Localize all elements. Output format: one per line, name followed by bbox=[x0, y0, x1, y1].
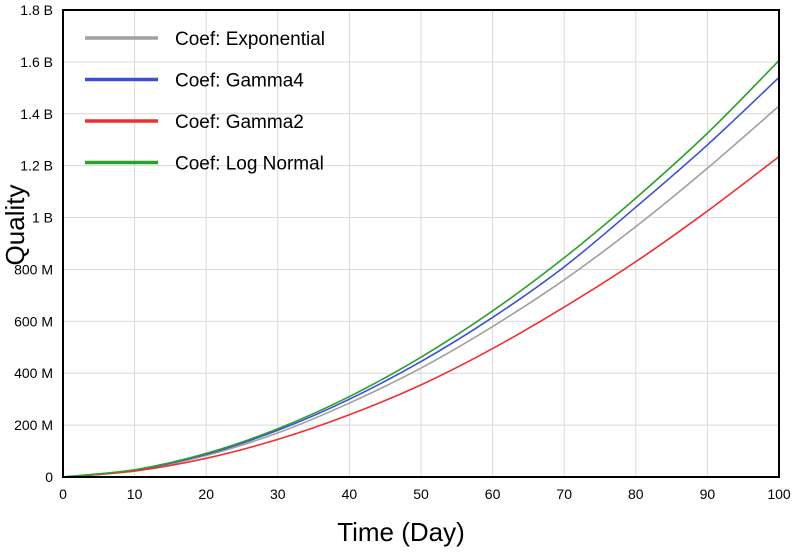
grid-lines bbox=[63, 10, 779, 477]
series-lines bbox=[62, 60, 780, 478]
x-tick-label: 40 bbox=[342, 486, 358, 502]
plot-frame bbox=[62, 9, 780, 478]
y-tick-label: 1.4 B bbox=[20, 106, 53, 122]
x-tick-label: 10 bbox=[127, 486, 143, 502]
legend-label: Coef: Gamma4 bbox=[175, 71, 304, 92]
y-tick-label: 800 M bbox=[14, 261, 53, 277]
legend: Coef: Exponential Coef: Gamma4 Coef: Gamma… bbox=[85, 29, 325, 175]
legend-label: Coef: Gamma2 bbox=[175, 112, 304, 133]
x-tick-label: 30 bbox=[270, 486, 286, 502]
y-tick-label: 1 B bbox=[32, 210, 53, 226]
x-axis-title: Time (Day) bbox=[337, 517, 465, 547]
y-tick-label: 600 M bbox=[14, 313, 53, 329]
x-tick-label: 0 bbox=[59, 486, 67, 502]
x-tick-label: 20 bbox=[198, 486, 214, 502]
y-tick-label: 0 bbox=[45, 469, 53, 485]
legend-label: Coef: Log Normal bbox=[175, 154, 324, 175]
y-axis-ticks: 0 200 M 400 M 600 M 800 M 1 B 1.2 B 1.4 B 1.6 B 1… bbox=[14, 2, 53, 485]
y-tick-label: 1.8 B bbox=[20, 2, 53, 18]
x-axis-ticks: 0 10 20 30 40 50 60 70 80 90 100 bbox=[59, 486, 791, 502]
x-tick-label: 80 bbox=[628, 486, 644, 502]
x-tick-label: 60 bbox=[485, 486, 501, 502]
series-line-3 bbox=[62, 60, 780, 478]
series-line-0 bbox=[62, 105, 780, 478]
x-tick-label: 70 bbox=[556, 486, 572, 502]
legend-label: Coef: Exponential bbox=[175, 29, 325, 50]
y-tick-label: 1.2 B bbox=[20, 158, 53, 174]
x-tick-label: 50 bbox=[413, 486, 429, 502]
y-axis-title: Quality bbox=[0, 185, 30, 266]
x-tick-label: 90 bbox=[700, 486, 716, 502]
y-tick-label: 200 M bbox=[14, 417, 53, 433]
series-line-2 bbox=[62, 155, 780, 478]
y-tick-label: 400 M bbox=[14, 365, 53, 381]
x-tick-label: 100 bbox=[767, 486, 791, 502]
y-tick-label: 1.6 B bbox=[20, 54, 53, 70]
